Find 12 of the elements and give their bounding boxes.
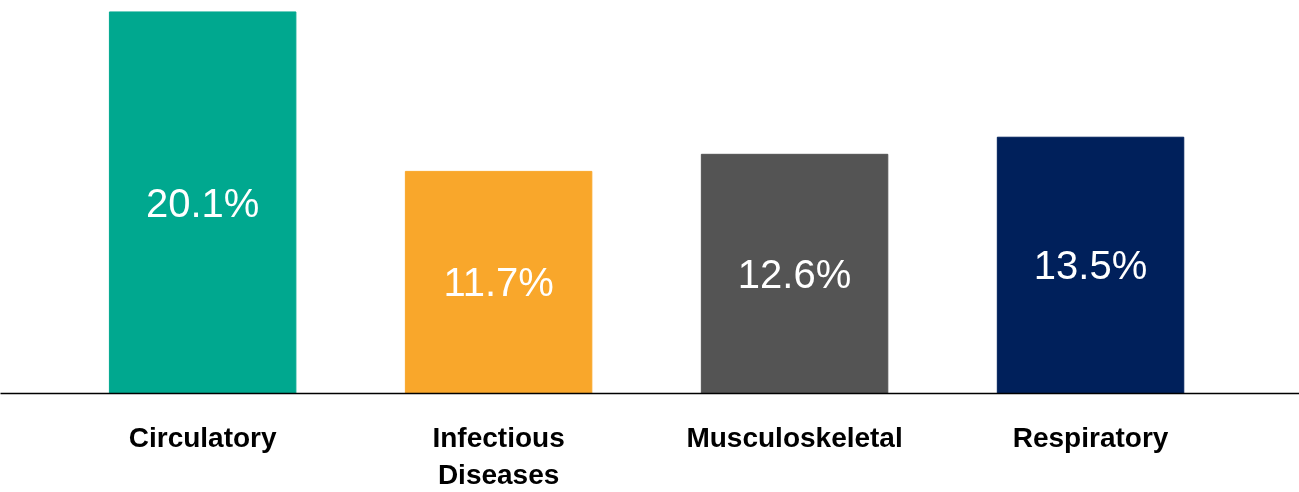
bar	[404, 170, 593, 394]
data-label: 11.7%	[443, 260, 554, 305]
bar	[996, 136, 1185, 394]
x-tick-label: Musculoskeletal	[686, 421, 903, 453]
x-tick-label: Circulatory	[128, 421, 277, 453]
bar	[108, 11, 297, 394]
bar	[700, 153, 889, 394]
data-label: 20.1%	[145, 180, 260, 225]
x-tick-label: Respiratory	[1012, 421, 1169, 453]
data-label: 12.6%	[737, 251, 852, 296]
data-label: 13.5%	[1033, 243, 1148, 288]
x-tick-label: Infectious Diseases	[432, 421, 565, 490]
